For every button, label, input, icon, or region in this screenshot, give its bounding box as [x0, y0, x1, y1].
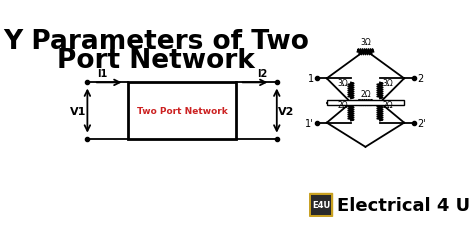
Text: I1: I1 [97, 69, 107, 79]
Text: Electrical 4 U: Electrical 4 U [337, 196, 470, 214]
Text: 2': 2' [417, 118, 426, 128]
Text: 2Ω: 2Ω [337, 101, 348, 110]
Text: I2: I2 [257, 69, 267, 79]
Text: 2: 2 [417, 74, 423, 84]
Text: E4U: E4U [312, 201, 330, 210]
Bar [128, 83, 237, 139]
Text: 3Ω: 3Ω [383, 79, 393, 88]
Text: Two Port Network: Two Port Network [137, 107, 228, 116]
Text: Y Parameters of Two: Y Parameters of Two [3, 28, 309, 54]
Text: 3Ω: 3Ω [337, 79, 348, 88]
Bar [311, 196, 331, 215]
Bar [327, 100, 404, 106]
Text: 1: 1 [308, 74, 314, 84]
Text: 3Ω: 3Ω [360, 38, 371, 47]
Text: Port Network: Port Network [57, 48, 255, 74]
FancyBboxPatch shape [309, 193, 333, 217]
Text: 2Ω: 2Ω [360, 90, 371, 99]
Text: 1': 1' [305, 118, 314, 128]
Text: V1: V1 [70, 106, 86, 116]
Text: V2: V2 [278, 106, 295, 116]
Text: 2Ω: 2Ω [383, 101, 393, 110]
